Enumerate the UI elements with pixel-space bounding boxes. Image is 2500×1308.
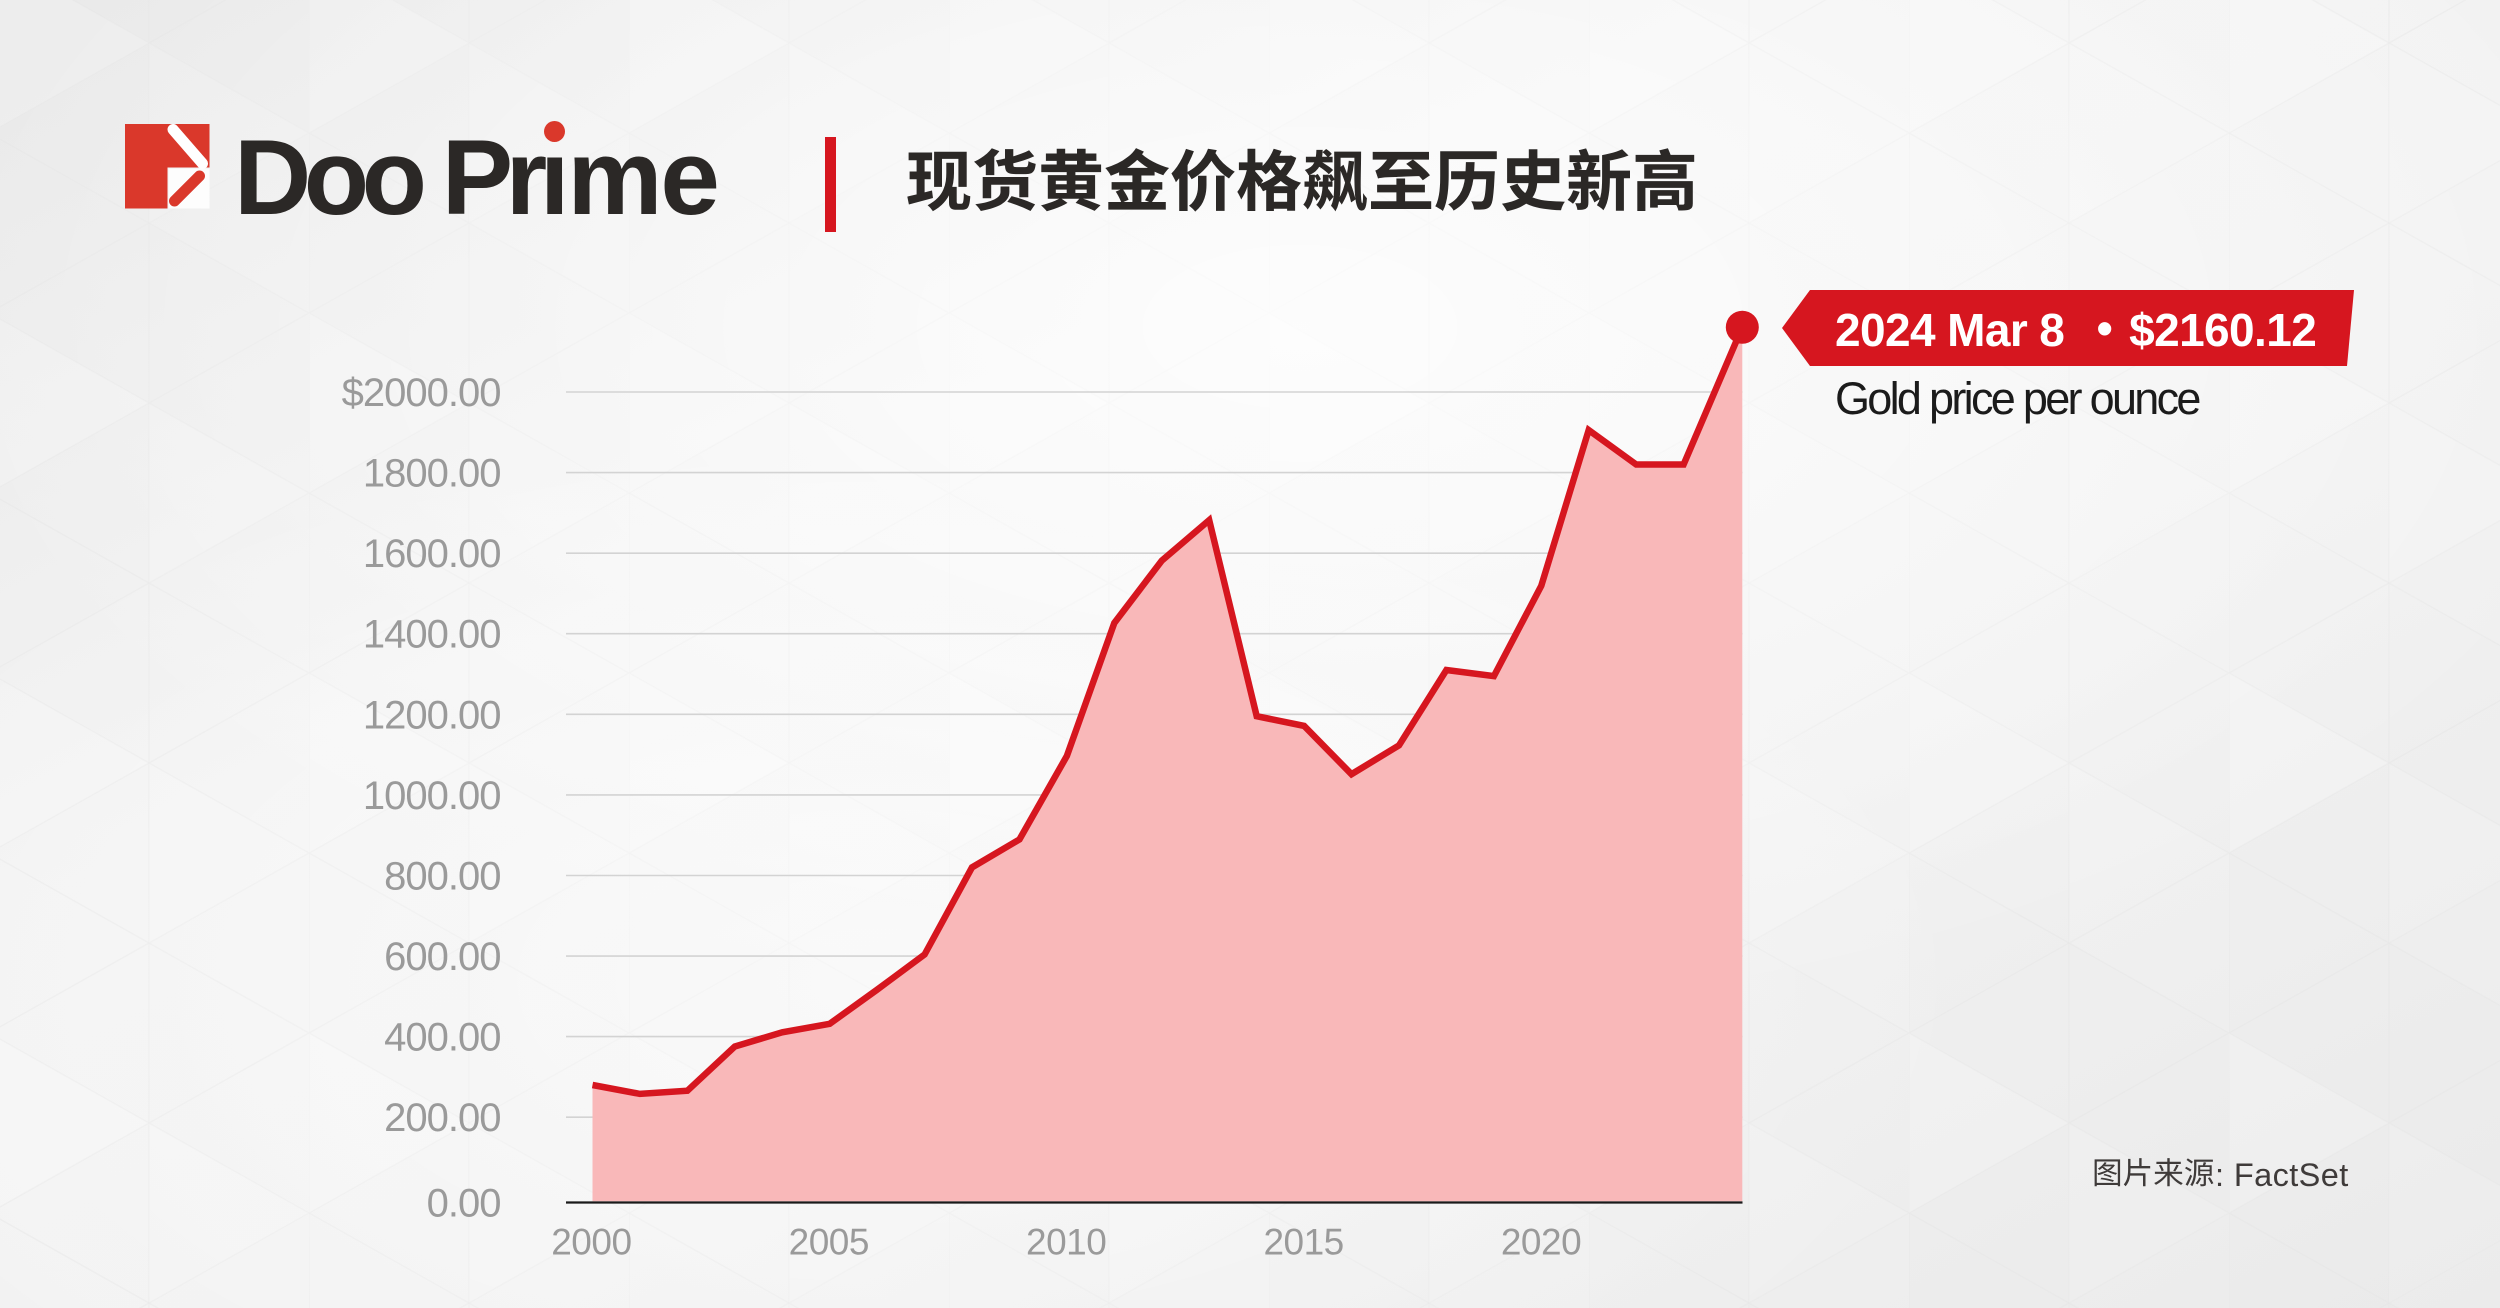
svg-text:1200.00: 1200.00 <box>363 693 501 737</box>
svg-text:200.00: 200.00 <box>384 1096 500 1140</box>
svg-text:1000.00: 1000.00 <box>363 774 501 818</box>
svg-text:2010: 2010 <box>1026 1222 1106 1263</box>
svg-text:0.00: 0.00 <box>427 1182 501 1226</box>
svg-text:800.00: 800.00 <box>384 855 500 899</box>
svg-text:400.00: 400.00 <box>384 1016 500 1060</box>
svg-text:600.00: 600.00 <box>384 935 500 979</box>
svg-text:1600.00: 1600.00 <box>363 532 501 576</box>
svg-text:2015: 2015 <box>1263 1222 1343 1263</box>
svg-text:1800.00: 1800.00 <box>363 452 501 496</box>
svg-text:2005: 2005 <box>789 1222 869 1263</box>
svg-text:$2000.00: $2000.00 <box>342 371 501 415</box>
svg-text:2020: 2020 <box>1501 1222 1581 1263</box>
svg-text:2000: 2000 <box>551 1222 631 1263</box>
svg-text:1400.00: 1400.00 <box>363 613 501 657</box>
